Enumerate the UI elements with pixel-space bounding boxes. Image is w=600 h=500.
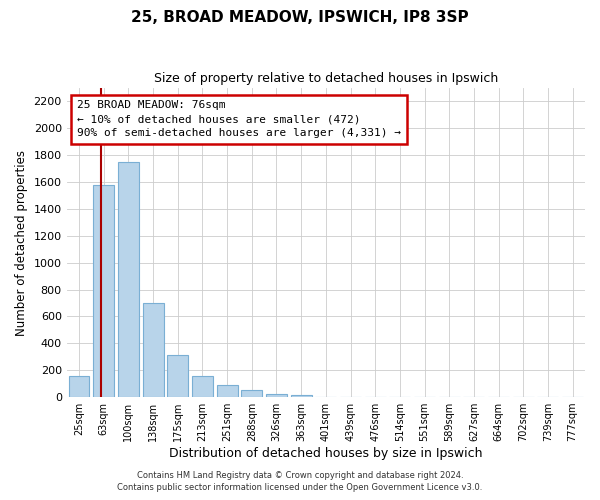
Bar [118, 162, 139, 397]
Text: 25, BROAD MEADOW, IPSWICH, IP8 3SP: 25, BROAD MEADOW, IPSWICH, IP8 3SP [131, 10, 469, 25]
Text: 25 BROAD MEADOW: 76sqm
← 10% of detached houses are smaller (472)
90% of semi-de: 25 BROAD MEADOW: 76sqm ← 10% of detached… [77, 100, 401, 138]
Title: Size of property relative to detached houses in Ipswich: Size of property relative to detached ho… [154, 72, 498, 86]
Bar [266, 394, 287, 397]
Bar [68, 376, 89, 397]
Bar [290, 394, 311, 397]
Bar [143, 303, 164, 397]
Bar [217, 385, 238, 397]
X-axis label: Distribution of detached houses by size in Ipswich: Distribution of detached houses by size … [169, 447, 482, 460]
Bar [241, 390, 262, 397]
Bar [192, 376, 213, 397]
Bar [167, 355, 188, 397]
Y-axis label: Number of detached properties: Number of detached properties [15, 150, 28, 336]
Bar [93, 185, 114, 397]
Text: Contains HM Land Registry data © Crown copyright and database right 2024.
Contai: Contains HM Land Registry data © Crown c… [118, 471, 482, 492]
